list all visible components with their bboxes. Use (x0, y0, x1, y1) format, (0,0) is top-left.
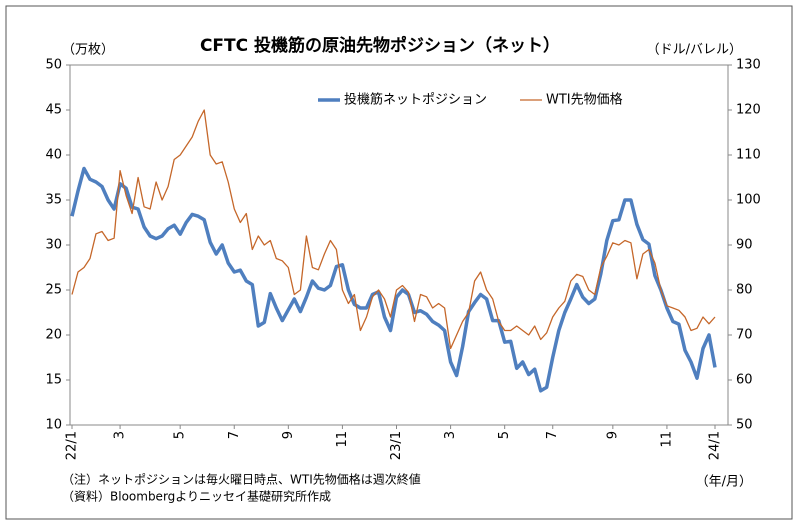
x-tick-label: 23/1 (389, 431, 404, 460)
y2-tick-label: 50 (736, 418, 753, 433)
note: （資料）Bloombergよりニッセイ基礎研究所作成 (62, 489, 331, 504)
y2-tick-label: 120 (736, 103, 761, 118)
y-axis-label: （万枚） (62, 43, 114, 58)
y-tick-label: 35 (45, 193, 62, 208)
y-tick-label: 20 (45, 328, 62, 343)
y-tick-label: 25 (45, 283, 62, 298)
x-tick-label: 3 (443, 431, 458, 439)
y2-tick-label: 110 (736, 148, 761, 163)
x-tick-label: 3 (113, 431, 128, 439)
chart-title: CFTC 投機筋の原油先物ポジション（ネット） (200, 35, 560, 56)
x-tick-label: 11 (335, 431, 350, 448)
x-tick-label: 7 (227, 431, 242, 439)
y-tick-label: 10 (45, 418, 62, 433)
legend-label: 投機筋ネットポジション (344, 92, 487, 108)
x-tick-label: 9 (605, 431, 620, 439)
y2-tick-label: 80 (736, 283, 753, 298)
y-tick-label: 30 (45, 238, 62, 253)
x-tick-label: 7 (545, 431, 560, 439)
y2-tick-label: 130 (736, 58, 761, 73)
y2-tick-label: 100 (736, 193, 761, 208)
y-tick-label: 15 (45, 373, 62, 388)
y-tick-label: 50 (45, 58, 62, 73)
x-tick-label: 5 (497, 431, 512, 439)
x-tick-label: 24/1 (708, 431, 723, 460)
legend-label: WTI先物価格 (546, 92, 623, 108)
y-tick-label: 40 (45, 148, 62, 163)
x-tick-label: 9 (281, 431, 296, 439)
series-line (71, 109, 716, 350)
y2-tick-label: 60 (736, 373, 753, 388)
y2-tick-label: 90 (736, 238, 753, 253)
frame (5, 5, 793, 520)
x-tick-label: 5 (173, 431, 188, 439)
note: （注）ネットポジションは毎火曜日時点、WTI先物価格は週次終値 (62, 472, 421, 487)
y2-tick-label: 70 (736, 328, 753, 343)
x-tick-label: 11 (659, 431, 674, 448)
x-axis-label: （年/月） (696, 475, 752, 490)
y-tick-label: 45 (45, 103, 62, 118)
x-tick-label: 22/1 (65, 431, 80, 460)
y2-axis-label: （ドル/バレル） (647, 43, 742, 58)
series-line (70, 166, 717, 393)
